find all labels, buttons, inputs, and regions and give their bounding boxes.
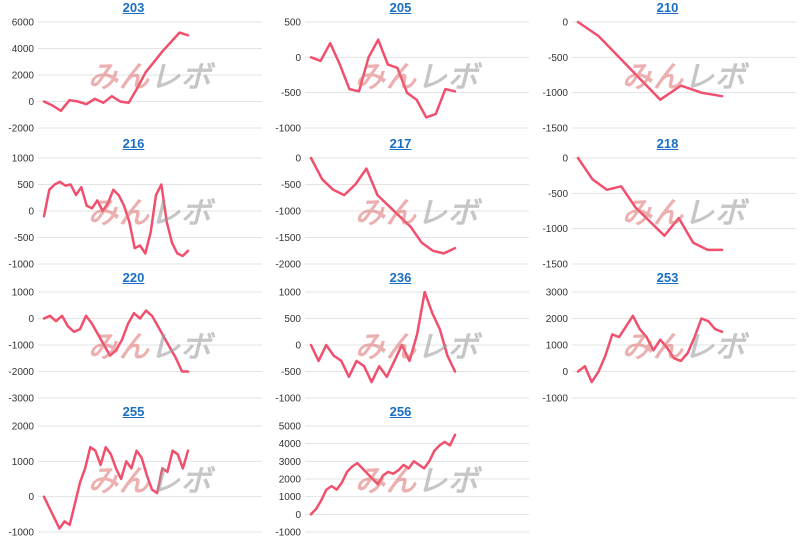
y-tick-label: -1000 [275, 394, 301, 405]
y-tick-label: 1000 [546, 341, 569, 352]
chart-panel-256: 256 5000 4000 3000 2000 1000 0 -1000 みんレボ [267, 404, 534, 540]
line-chart: 5000 4000 3000 2000 1000 0 -1000 [275, 422, 529, 539]
y-tick-label: -1000 [8, 341, 34, 352]
y-tick-label: 0 [562, 18, 568, 29]
y-tick-label: -1000 [8, 528, 34, 539]
y-tick-label: 0 [28, 207, 34, 218]
y-tick-label: -1000 [8, 260, 34, 271]
series-line [309, 290, 457, 384]
series-line [309, 38, 457, 119]
series-line [42, 31, 190, 113]
chart-panel-236: 236 1000 500 0 -500 -1000 みんレボ [267, 270, 534, 406]
chart-panel-217: 217 0 -500 -1000 -1500 -2000 みんレボ [267, 136, 534, 272]
chart-title-link[interactable]: 218 [656, 136, 679, 151]
y-tick-label: 0 [562, 154, 568, 165]
y-tick-label: 500 [284, 314, 301, 325]
y-tick-label: -1000 [275, 124, 301, 135]
line-chart: 0 -500 -1000 -1500 [542, 18, 796, 135]
y-tick-label: 3000 [546, 288, 569, 299]
series-line [42, 309, 190, 373]
y-tick-label: 2000 [12, 71, 35, 82]
y-tick-label: 1000 [12, 288, 35, 299]
y-tick-label: -500 [548, 53, 568, 64]
line-chart: 1000 500 0 -500 -1000 [8, 154, 262, 271]
y-tick-label: 500 [17, 180, 34, 191]
chart-panel-216: 216 1000 500 0 -500 -1000 みんレボ [0, 136, 267, 272]
y-tick-label: -500 [281, 88, 301, 99]
y-tick-label: 3000 [279, 457, 302, 468]
line-chart: 1000 0 -1000 -2000 -3000 [8, 288, 262, 405]
y-tick-label: 500 [284, 18, 301, 29]
series-line [309, 156, 457, 255]
y-tick-label: 2000 [12, 422, 35, 433]
line-chart: 0 -500 -1000 -1500 -2000 [275, 154, 529, 271]
y-tick-label: -2000 [8, 367, 34, 378]
line-chart: 2000 1000 0 -1000 [8, 422, 262, 539]
chart-panel-205: 205 500 0 -500 -1000 みんレボ [267, 0, 534, 136]
y-tick-label: -2000 [8, 124, 34, 135]
series-line [42, 445, 190, 530]
y-tick-label: 0 [295, 510, 301, 521]
chart-title-link[interactable]: 220 [122, 270, 145, 285]
y-tick-label: -1000 [542, 394, 568, 405]
chart-panel-210: 210 0 -500 -1000 -1500 みんレボ [534, 0, 800, 136]
line-chart: 500 0 -500 -1000 [275, 18, 529, 135]
y-tick-label: -2000 [275, 260, 301, 271]
chart-title-link[interactable]: 217 [389, 136, 412, 151]
chart-title-link[interactable]: 236 [389, 270, 412, 285]
y-tick-label: 6000 [12, 18, 35, 29]
y-tick-label: 2000 [546, 314, 569, 325]
y-tick-label: -1000 [275, 528, 301, 539]
y-tick-label: 4000 [12, 44, 35, 55]
series-line [576, 314, 724, 384]
chart-panel-220: 220 1000 0 -1000 -2000 -3000 みんレボ [0, 270, 267, 406]
y-tick-label: 0 [28, 492, 34, 503]
chart-title-link[interactable]: 216 [122, 136, 145, 151]
series-line [42, 180, 190, 258]
y-tick-label: -1000 [542, 88, 568, 99]
y-tick-label: -500 [14, 233, 34, 244]
line-chart: 3000 2000 1000 0 -1000 [542, 288, 796, 405]
y-tick-label: 5000 [279, 422, 302, 433]
series-line [309, 433, 457, 516]
y-tick-label: 0 [295, 154, 301, 165]
y-tick-label: 1000 [12, 154, 35, 165]
y-tick-label: 2000 [279, 475, 302, 486]
chart-title-link[interactable]: 210 [656, 0, 679, 15]
y-tick-label: 1000 [279, 492, 302, 503]
chart-title-link[interactable]: 256 [389, 404, 412, 419]
chart-panel-218: 218 0 -500 -1000 -1500 みんレボ [534, 136, 800, 272]
y-tick-label: 0 [562, 367, 568, 378]
line-chart: 1000 500 0 -500 -1000 [275, 288, 529, 405]
series-line [576, 156, 724, 252]
chart-title-link[interactable]: 205 [389, 0, 412, 15]
y-tick-label: 0 [28, 97, 34, 108]
chart-title-link[interactable]: 203 [122, 0, 145, 15]
y-tick-label: -1500 [542, 260, 568, 271]
y-tick-label: 1000 [12, 457, 35, 468]
chart-title-link[interactable]: 253 [656, 270, 679, 285]
y-tick-label: -1500 [275, 233, 301, 244]
y-tick-label: 4000 [279, 439, 302, 450]
line-chart: 0 -500 -1000 -1500 [542, 154, 796, 271]
y-tick-label: -500 [281, 180, 301, 191]
y-tick-label: -1500 [542, 124, 568, 135]
line-chart: 6000 4000 2000 0 -2000 [8, 18, 262, 135]
y-tick-label: 0 [295, 341, 301, 352]
y-tick-label: -1000 [542, 224, 568, 235]
series-line [576, 20, 724, 101]
chart-title-link[interactable]: 255 [122, 404, 145, 419]
y-tick-label: 0 [295, 53, 301, 64]
chart-panel-253: 253 3000 2000 1000 0 -1000 みんレボ [534, 270, 800, 406]
y-tick-label: 1000 [279, 288, 302, 299]
y-tick-label: -500 [548, 189, 568, 200]
y-tick-label: 0 [28, 314, 34, 325]
chart-panel-203: 203 6000 4000 2000 0 -2000 みんレボ [0, 0, 267, 136]
y-tick-label: -1000 [275, 207, 301, 218]
chart-panel-255: 255 2000 1000 0 -1000 みんレボ [0, 404, 267, 540]
y-tick-label: -500 [281, 367, 301, 378]
y-tick-label: -3000 [8, 394, 34, 405]
